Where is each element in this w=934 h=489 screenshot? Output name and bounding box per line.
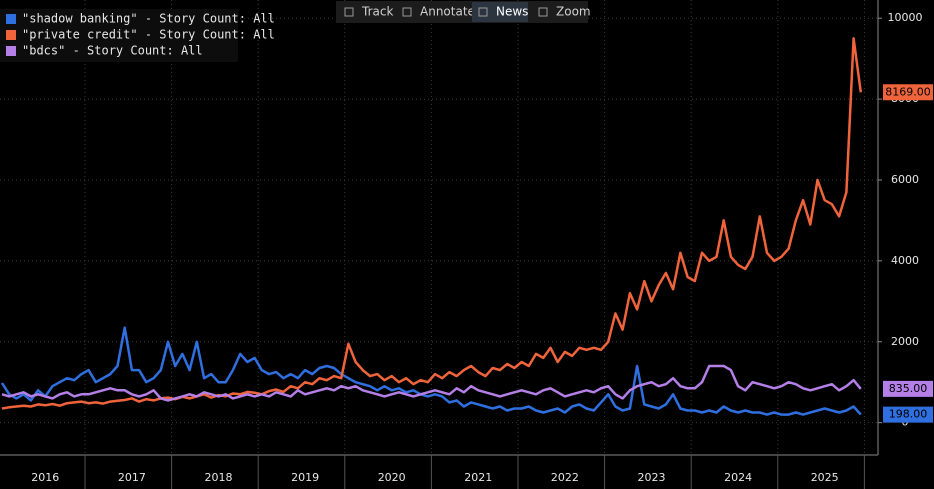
toolbar-button[interactable]: Annotate [420,5,475,19]
legend-swatch [6,14,16,24]
toolbar-button[interactable]: Track [361,5,393,19]
x-tick-label: 2017 [118,471,146,484]
y-tick-label: 6000 [891,173,919,186]
y-tick-label: 4000 [891,254,919,267]
lines [0,37,863,416]
x-tick-label: 2025 [811,471,839,484]
y-tick-label: 10000 [888,11,923,24]
toolbar-icon [344,7,354,17]
last-value-label: 198.00 [889,408,928,421]
legend-label: "private credit" - Story Count: All [22,28,275,42]
last-value-label: 835.00 [889,382,928,395]
x-tick-label: 2019 [291,471,319,484]
x-tick-label: 2018 [205,471,233,484]
series-line [1,37,863,410]
y-tick-label: 2000 [891,335,919,348]
legend-swatch [6,30,16,40]
series-line [1,364,862,402]
toolbar: Track Annotate News Zoom [336,1,591,23]
x-tick-label: 2024 [724,471,752,484]
x-tick-label: 2022 [551,471,579,484]
toolbar-button[interactable]: News [496,5,528,19]
toolbar-button[interactable]: Zoom [556,5,591,19]
toolbar-active [472,2,528,22]
legend-label: "bdcs" - Story Count: All [22,44,203,58]
series-line [0,326,862,416]
last-value-tag [883,84,933,101]
legend-box [0,9,238,62]
last-value-label: 8169.00 [885,85,931,98]
legend-swatch [6,46,16,56]
x-tick-label: 2020 [378,471,406,484]
x-tick-label: 2016 [31,471,59,484]
legend: "shadow banking" - Story Count: All "priv… [0,9,275,62]
axes: 0200040006000800010000201620172018201920… [31,11,933,489]
toolbar-icon [478,7,488,17]
last-value-tag [883,406,933,423]
toolbar-icon [538,7,548,17]
legend-label: "shadow banking" - Story Count: All [22,12,275,26]
x-tick-label: 2021 [464,471,492,484]
toolbar-icon [402,7,412,17]
last-value-tag [883,380,933,397]
x-tick-label: 2023 [638,471,666,484]
